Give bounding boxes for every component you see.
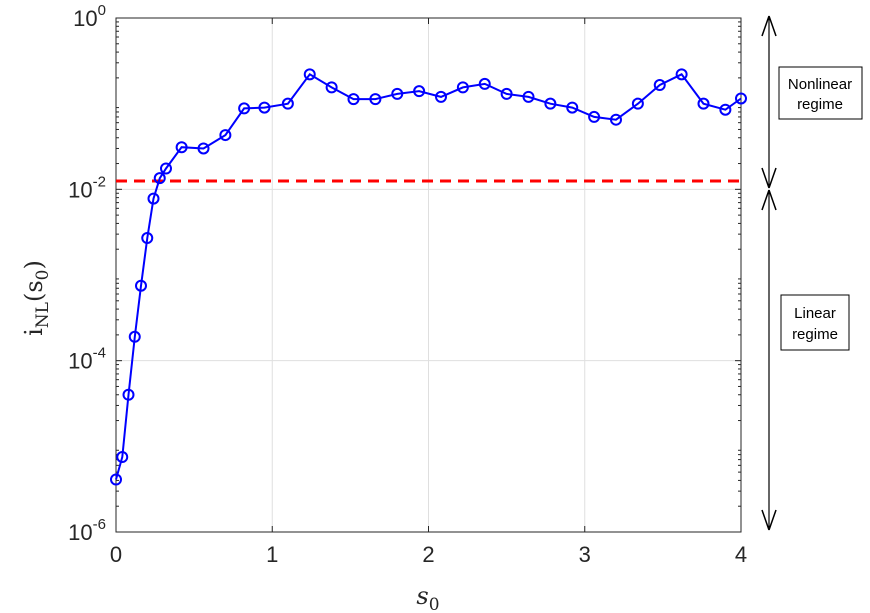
linear-regime-label-line2: regime bbox=[792, 326, 838, 343]
data-point bbox=[675, 68, 688, 81]
y-axis-label-close: ) bbox=[20, 260, 48, 269]
data-point bbox=[122, 388, 135, 401]
y-tick-label: 100 bbox=[73, 2, 106, 31]
y-tick-label: 10-6 bbox=[68, 516, 106, 545]
data-point bbox=[566, 101, 579, 114]
x-tick-label: 1 bbox=[266, 542, 278, 567]
tick-layer bbox=[115, 17, 742, 533]
data-point bbox=[128, 330, 141, 343]
data-point bbox=[735, 92, 747, 105]
nonlinear-regime-label-line2: regime bbox=[797, 96, 843, 113]
x-tick-label: 4 bbox=[735, 542, 747, 567]
y-tick-label: 10-4 bbox=[68, 345, 106, 374]
data-point bbox=[116, 451, 129, 464]
data-point bbox=[610, 113, 622, 126]
y-tick-label: 10-2 bbox=[68, 173, 106, 202]
data-point bbox=[588, 110, 601, 123]
linear-arrow-bottom-head bbox=[761, 509, 777, 531]
y-axis-label-paren: (s bbox=[20, 280, 48, 302]
label-layer: 0 1 2 3 4 10-6 10-4 10-2 100 bbox=[68, 2, 747, 567]
nonlinear-arrow-bottom-head bbox=[761, 167, 777, 189]
data-point bbox=[303, 68, 316, 81]
series-layer bbox=[110, 68, 747, 486]
data-point bbox=[653, 79, 666, 92]
data-point bbox=[347, 93, 360, 106]
data-point bbox=[160, 162, 172, 175]
data-point bbox=[522, 90, 535, 103]
linear-regime-label-line1: Linear bbox=[794, 305, 836, 322]
data-point bbox=[369, 93, 382, 106]
x-tick-label: 3 bbox=[579, 542, 591, 567]
data-point bbox=[219, 129, 232, 142]
data-point bbox=[175, 141, 188, 154]
data-point bbox=[435, 90, 447, 103]
data-point bbox=[147, 192, 160, 205]
data-point bbox=[391, 87, 404, 100]
y-axis-label-paren-sub: 0 bbox=[33, 270, 53, 281]
data-point bbox=[697, 97, 710, 110]
y-axis-label-main: i bbox=[20, 328, 48, 336]
data-point bbox=[135, 279, 147, 292]
x-axis-label-sub: 0 bbox=[429, 595, 440, 613]
data-point bbox=[238, 102, 251, 115]
data-point bbox=[500, 87, 513, 100]
data-point bbox=[719, 103, 732, 116]
x-tick-label: 2 bbox=[422, 542, 434, 567]
x-axis-label-main: s bbox=[416, 582, 428, 610]
nonlinear-regime-label-line1: Nonlinear bbox=[788, 76, 852, 93]
data-point bbox=[478, 77, 491, 90]
y-axis-label: iNL(s0) bbox=[20, 260, 53, 336]
data-point bbox=[456, 81, 469, 94]
y-axis-label-sub: NL bbox=[33, 302, 53, 328]
data-point bbox=[325, 81, 338, 94]
data-point bbox=[110, 473, 122, 486]
nonlinear-regime-box bbox=[778, 66, 863, 120]
linear-regime-box bbox=[780, 294, 850, 351]
data-point bbox=[413, 85, 426, 98]
data-point bbox=[141, 232, 154, 245]
linear-arrow-top-head bbox=[761, 189, 777, 211]
data-point bbox=[197, 142, 210, 155]
grid-layer bbox=[116, 18, 741, 532]
data-point bbox=[153, 172, 166, 185]
data-point bbox=[544, 97, 557, 110]
data-point bbox=[631, 97, 644, 110]
annotation-layer: Nonlinear regime Linear regime bbox=[761, 15, 863, 531]
x-tick-label: 0 bbox=[110, 542, 122, 567]
data-point bbox=[281, 97, 294, 110]
data-point bbox=[258, 101, 271, 114]
x-axis-label: s0 bbox=[416, 582, 439, 613]
nonlinear-arrow-top-head bbox=[761, 15, 777, 37]
